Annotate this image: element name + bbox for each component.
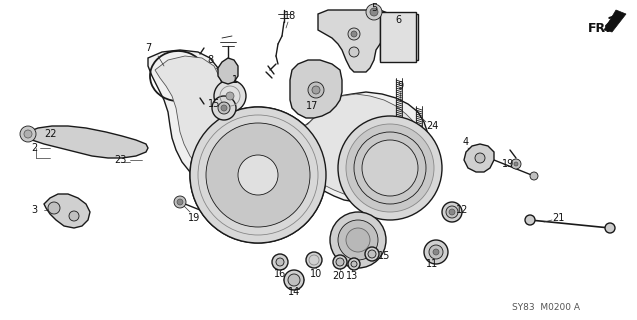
Circle shape bbox=[284, 270, 304, 290]
Circle shape bbox=[370, 8, 378, 16]
Text: 23: 23 bbox=[114, 155, 126, 165]
Text: 11: 11 bbox=[426, 259, 438, 269]
Polygon shape bbox=[290, 60, 342, 118]
Text: SY83  M0200 A: SY83 M0200 A bbox=[512, 303, 580, 313]
Circle shape bbox=[365, 247, 379, 261]
Circle shape bbox=[333, 255, 347, 269]
Circle shape bbox=[306, 252, 322, 268]
Circle shape bbox=[429, 245, 443, 259]
Text: 17: 17 bbox=[306, 101, 318, 111]
Circle shape bbox=[308, 82, 324, 98]
Text: 8: 8 bbox=[207, 55, 213, 65]
Circle shape bbox=[218, 102, 230, 114]
Polygon shape bbox=[155, 56, 424, 196]
Circle shape bbox=[525, 215, 535, 225]
Polygon shape bbox=[148, 50, 430, 202]
Text: 18: 18 bbox=[284, 11, 296, 21]
Text: 1: 1 bbox=[232, 75, 238, 85]
Text: 3: 3 bbox=[31, 205, 37, 215]
Circle shape bbox=[362, 140, 418, 196]
Circle shape bbox=[214, 80, 246, 112]
Circle shape bbox=[312, 86, 320, 94]
Text: 5: 5 bbox=[371, 3, 377, 13]
FancyBboxPatch shape bbox=[380, 12, 416, 62]
Circle shape bbox=[348, 28, 360, 40]
Circle shape bbox=[349, 47, 359, 57]
Text: 14: 14 bbox=[288, 287, 300, 297]
Polygon shape bbox=[218, 58, 238, 84]
Text: 20: 20 bbox=[332, 271, 344, 281]
Polygon shape bbox=[44, 194, 90, 228]
Polygon shape bbox=[318, 10, 390, 72]
Circle shape bbox=[212, 96, 236, 120]
Polygon shape bbox=[464, 144, 494, 172]
Text: FR.: FR. bbox=[588, 21, 611, 35]
Text: 22: 22 bbox=[44, 129, 56, 139]
Text: 12: 12 bbox=[456, 205, 468, 215]
Circle shape bbox=[177, 199, 183, 205]
Text: 7: 7 bbox=[145, 43, 151, 53]
Circle shape bbox=[348, 258, 360, 270]
Circle shape bbox=[475, 153, 485, 163]
Circle shape bbox=[190, 107, 326, 243]
Circle shape bbox=[449, 209, 455, 215]
Circle shape bbox=[424, 240, 448, 264]
Circle shape bbox=[346, 124, 434, 212]
Circle shape bbox=[48, 202, 60, 214]
Circle shape bbox=[238, 155, 278, 195]
Text: 2: 2 bbox=[31, 143, 37, 153]
Polygon shape bbox=[604, 10, 626, 32]
Circle shape bbox=[605, 223, 615, 233]
Text: 6: 6 bbox=[395, 15, 401, 25]
Circle shape bbox=[351, 31, 357, 37]
Circle shape bbox=[433, 249, 439, 255]
Text: 4: 4 bbox=[463, 137, 469, 147]
Text: 15: 15 bbox=[208, 99, 220, 109]
Text: 19: 19 bbox=[502, 159, 514, 169]
Circle shape bbox=[272, 254, 288, 270]
Circle shape bbox=[442, 202, 462, 222]
Text: 9: 9 bbox=[397, 81, 403, 91]
Circle shape bbox=[366, 4, 382, 20]
Circle shape bbox=[174, 196, 186, 208]
Circle shape bbox=[288, 274, 300, 286]
Circle shape bbox=[446, 206, 458, 218]
Circle shape bbox=[221, 105, 227, 111]
Circle shape bbox=[206, 123, 310, 227]
Circle shape bbox=[20, 126, 36, 142]
Circle shape bbox=[514, 162, 518, 166]
Circle shape bbox=[346, 228, 370, 252]
Text: 15: 15 bbox=[378, 251, 390, 261]
Circle shape bbox=[276, 258, 284, 266]
Circle shape bbox=[330, 212, 386, 268]
Text: 10: 10 bbox=[310, 269, 322, 279]
Polygon shape bbox=[26, 126, 148, 158]
Circle shape bbox=[338, 220, 378, 260]
Circle shape bbox=[226, 92, 234, 100]
Polygon shape bbox=[380, 14, 418, 60]
Circle shape bbox=[69, 211, 79, 221]
Text: 16: 16 bbox=[274, 269, 286, 279]
Text: 24: 24 bbox=[426, 121, 438, 131]
Text: 21: 21 bbox=[552, 213, 564, 223]
Circle shape bbox=[24, 130, 32, 138]
Circle shape bbox=[530, 172, 538, 180]
Circle shape bbox=[511, 159, 521, 169]
Text: 19: 19 bbox=[188, 213, 200, 223]
Circle shape bbox=[336, 258, 344, 266]
Text: 13: 13 bbox=[346, 271, 358, 281]
Circle shape bbox=[351, 261, 357, 267]
Circle shape bbox=[368, 250, 376, 258]
Circle shape bbox=[338, 116, 442, 220]
